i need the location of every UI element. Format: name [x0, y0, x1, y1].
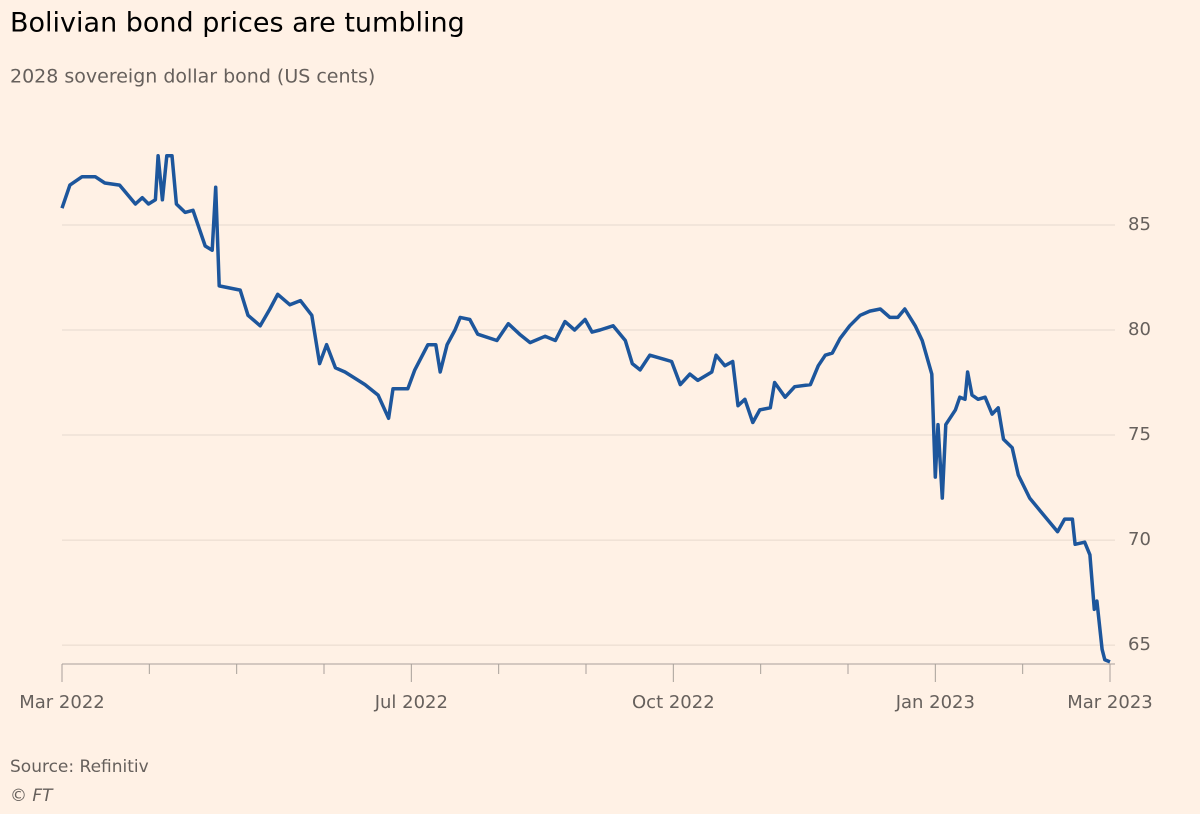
price-line	[60, 153, 1111, 664]
y-tick-label: 75	[1128, 424, 1151, 445]
chart-subtitle: 2028 sovereign dollar bond (US cents)	[10, 66, 375, 88]
x-tick-label: Mar 2022	[19, 692, 105, 713]
y-tick-label: 85	[1128, 214, 1151, 235]
copyright: © FT	[10, 786, 54, 806]
chart-title: Bolivian bond prices are tumbling	[10, 8, 465, 39]
y-tick-label: 65	[1128, 634, 1151, 655]
x-tick-label: Jan 2023	[895, 692, 975, 713]
x-tick-label: Jul 2022	[374, 692, 448, 713]
y-tick-label: 70	[1128, 529, 1151, 550]
y-tick-label: 80	[1128, 319, 1151, 340]
source: Source: Refinitiv	[10, 757, 149, 777]
x-tick-label: Mar 2023	[1067, 692, 1153, 713]
x-tick-label: Oct 2022	[632, 692, 715, 713]
